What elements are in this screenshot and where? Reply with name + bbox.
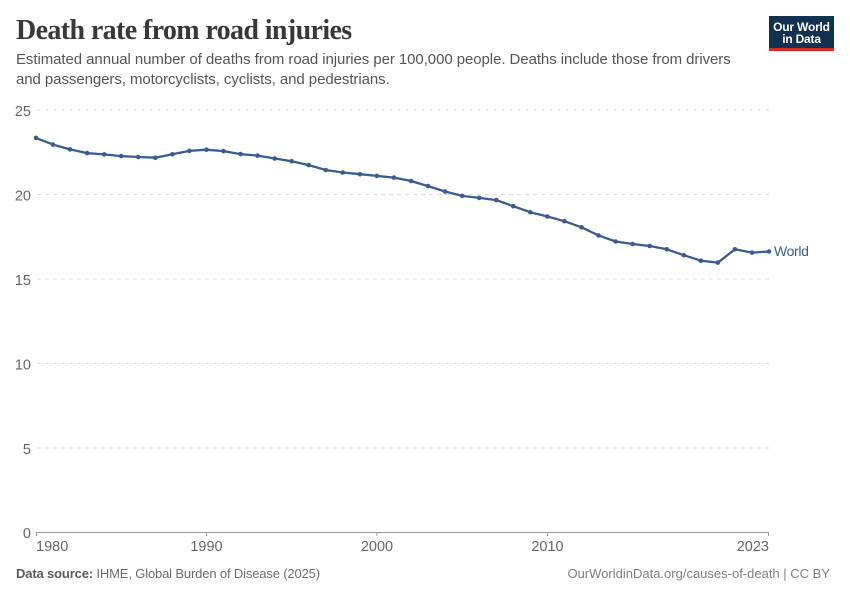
svg-text:2000: 2000 bbox=[361, 539, 393, 555]
svg-text:2010: 2010 bbox=[531, 539, 563, 555]
svg-text:20: 20 bbox=[15, 189, 31, 205]
svg-text:10: 10 bbox=[15, 358, 31, 374]
svg-text:5: 5 bbox=[23, 442, 31, 458]
svg-text:1980: 1980 bbox=[36, 539, 68, 555]
svg-text:2023: 2023 bbox=[737, 539, 769, 555]
svg-text:25: 25 bbox=[15, 104, 31, 120]
svg-text:15: 15 bbox=[15, 273, 31, 289]
svg-text:1990: 1990 bbox=[190, 539, 222, 555]
svg-text:0: 0 bbox=[23, 526, 31, 542]
svg-text:World: World bbox=[774, 243, 809, 259]
